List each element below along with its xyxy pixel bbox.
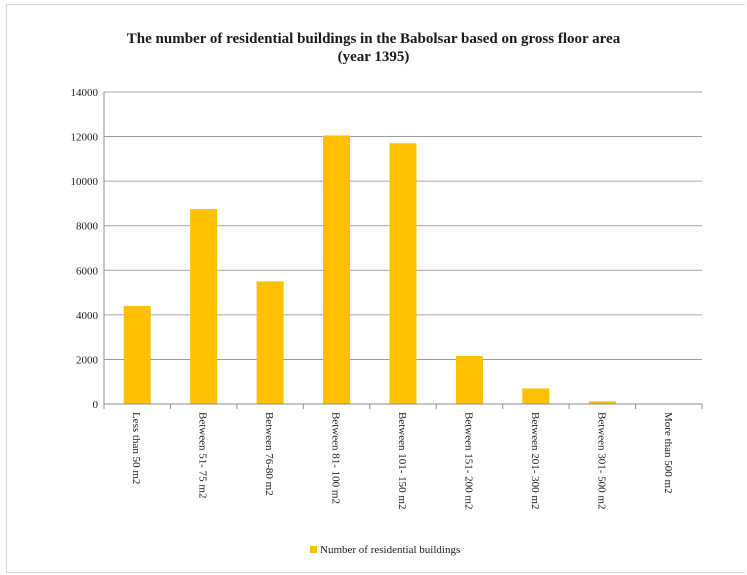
legend-label: Number of residential buildings	[320, 544, 460, 556]
y-tick-label: 6000	[76, 265, 99, 277]
x-category-label: Between 301- 500 m2	[595, 412, 607, 509]
bar	[257, 281, 284, 404]
bar	[323, 135, 350, 404]
y-tick-label: 14000	[71, 87, 99, 99]
legend: Number of residential buildings	[310, 544, 460, 556]
y-tick-label: 12000	[71, 132, 99, 144]
x-category-label: Between 101- 150 m2	[396, 412, 408, 509]
x-axis-labels: Less than 50 m2 Between 51- 75 m2 Between …	[130, 412, 674, 509]
y-tick-label: 4000	[76, 310, 99, 322]
x-category-label: Between 76-80 m2	[263, 412, 275, 496]
bar	[522, 388, 549, 404]
x-category-label: Less than 50 m2	[130, 412, 142, 484]
x-category-label: Between 201- 300 m2	[529, 412, 541, 509]
y-tick-label: 10000	[71, 176, 99, 188]
bars	[124, 135, 683, 404]
bar	[124, 306, 151, 404]
y-tick-label: 0	[93, 399, 99, 411]
x-category-label: Between 151- 200 m2	[462, 412, 474, 509]
x-category-label: Between 51- 75 m2	[197, 412, 209, 498]
x-category-label: More than 500 m2	[662, 412, 674, 494]
bar	[456, 356, 483, 404]
x-category-label: Between 81- 100 m2	[330, 412, 342, 504]
legend-swatch	[310, 546, 317, 553]
bar	[190, 209, 217, 404]
y-axis-ticks: 0 2000 4000 6000 8000 10000 12000 14000	[71, 87, 99, 411]
bar	[390, 143, 417, 404]
y-tick-label: 2000	[76, 354, 99, 366]
y-tick-label: 8000	[76, 221, 99, 233]
